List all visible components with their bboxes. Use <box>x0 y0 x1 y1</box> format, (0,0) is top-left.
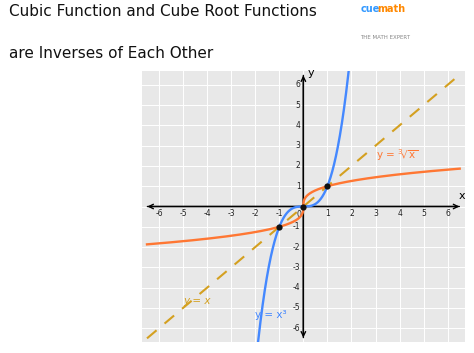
Text: -6: -6 <box>155 209 163 218</box>
Text: 1: 1 <box>325 209 330 218</box>
Text: 2: 2 <box>349 209 354 218</box>
Text: 3: 3 <box>296 141 301 150</box>
Text: y = $\mathregular{^3}$$\mathregular{\!\sqrt{x}}$: y = $\mathregular{^3}$$\mathregular{\!\s… <box>375 147 418 163</box>
Text: y = x: y = x <box>183 296 210 306</box>
Text: -4: -4 <box>293 283 301 292</box>
Text: are Inverses of Each Other: are Inverses of Each Other <box>9 46 214 61</box>
Text: cue: cue <box>360 4 380 13</box>
Text: 6: 6 <box>296 80 301 89</box>
Text: -6: -6 <box>293 324 301 333</box>
Text: -5: -5 <box>179 209 187 218</box>
Text: math: math <box>377 4 405 13</box>
Text: y = x³: y = x³ <box>255 310 287 320</box>
Text: 5: 5 <box>296 101 301 109</box>
Text: 4: 4 <box>397 209 402 218</box>
Text: -5: -5 <box>293 304 301 312</box>
Text: x: x <box>459 191 465 202</box>
Text: -2: -2 <box>293 243 301 252</box>
Text: -3: -3 <box>228 209 235 218</box>
Text: -3: -3 <box>293 263 301 272</box>
Text: 3: 3 <box>373 209 378 218</box>
Text: 0: 0 <box>296 210 301 219</box>
Text: -4: -4 <box>203 209 211 218</box>
Text: -1: -1 <box>293 222 301 231</box>
Text: 6: 6 <box>445 209 450 218</box>
Text: 4: 4 <box>296 121 301 130</box>
Text: -2: -2 <box>252 209 259 218</box>
Text: 2: 2 <box>296 161 301 170</box>
Text: y: y <box>308 68 314 78</box>
Text: -1: -1 <box>275 209 283 218</box>
Text: Cubic Function and Cube Root Functions: Cubic Function and Cube Root Functions <box>9 4 318 18</box>
Text: THE MATH EXPERT: THE MATH EXPERT <box>360 35 410 40</box>
Text: 5: 5 <box>421 209 426 218</box>
Text: 1: 1 <box>296 182 301 191</box>
